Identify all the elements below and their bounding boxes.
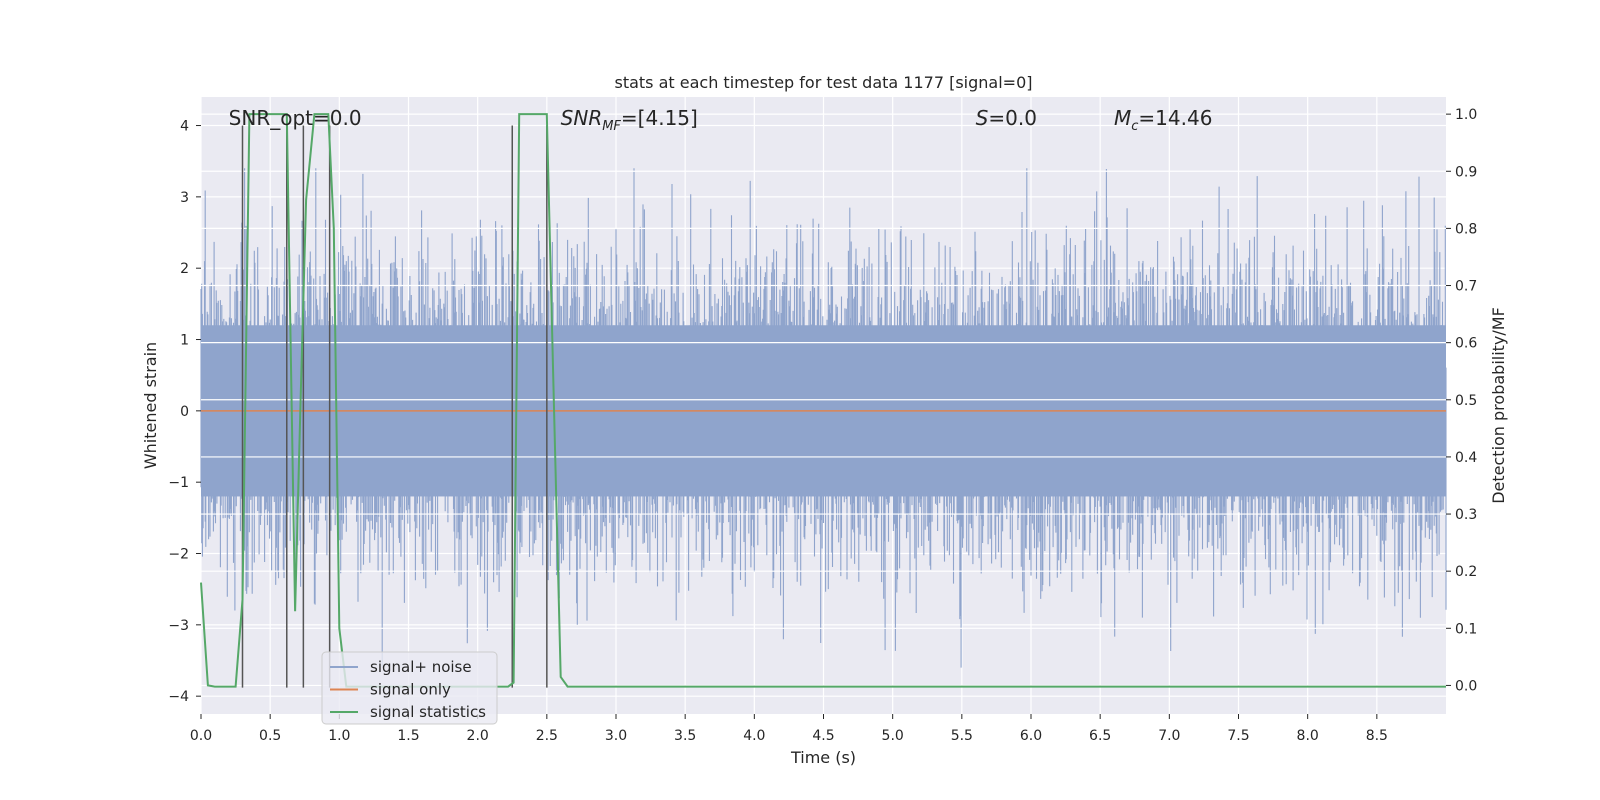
y-right-tick-label: 0.2 — [1455, 564, 1477, 580]
x-tick-label: 5.5 — [951, 728, 973, 744]
y-tick-label: 2 — [180, 261, 189, 277]
y-right-axis-label: Detection probability/MF — [1489, 307, 1508, 504]
y-right-tick-label: 0.8 — [1455, 221, 1477, 237]
annotation: SNRMF=[4.15] — [561, 106, 698, 134]
y-tick-label: 1 — [180, 333, 189, 349]
y-tick-label: 0 — [180, 404, 189, 420]
x-tick-label: 4.0 — [743, 728, 765, 744]
x-tick-label: 7.0 — [1158, 728, 1180, 744]
y-right-tick-label: 0.9 — [1455, 164, 1477, 180]
y-right-tick-label: 0.6 — [1455, 336, 1477, 352]
x-tick-label: 2.5 — [536, 728, 558, 744]
x-tick-labels: 0.0 0.5 1.0 1.5 2.0 2.5 3.0 3.5 4.0 4.5 5.0 5.5 6.0 6… — [190, 714, 1388, 744]
x-tick-label: 8.0 — [1297, 728, 1319, 744]
x-tick-label: 0.5 — [259, 728, 281, 744]
x-tick-label: 1.0 — [328, 728, 350, 744]
legend-label: signal statistics — [370, 703, 486, 721]
legend-label: signal+ noise — [370, 658, 472, 676]
x-tick-label: 7.5 — [1227, 728, 1249, 744]
x-tick-label: 8.5 — [1366, 728, 1388, 744]
y-right-tick-labels: 0.0 0.1 0.2 0.3 0.4 0.5 0.6 0.7 0.8 0.9 1.0 — [1446, 107, 1477, 694]
right-grid — [201, 113, 1446, 687]
annotation: SNR_opt=0.0 — [229, 106, 362, 130]
y-tick-label: −1 — [168, 475, 189, 491]
y-right-tick-label: 0.0 — [1455, 678, 1477, 694]
legend-label: signal only — [370, 681, 451, 699]
x-tick-label: 3.0 — [605, 728, 627, 744]
y-tick-labels: −4 −3 −2 −1 0 1 2 3 4 — [168, 119, 201, 705]
x-tick-label: 5.0 — [882, 728, 904, 744]
chart-title: stats at each timestep for test data 117… — [614, 73, 1032, 92]
signal-statistics-series — [200, 113, 1446, 688]
y-tick-label: 3 — [180, 190, 189, 206]
x-tick-label: 0.0 — [190, 728, 212, 744]
legend-box — [321, 651, 498, 725]
trigger-markers — [241, 125, 548, 688]
x-tick-label: 1.5 — [397, 728, 419, 744]
x-tick-label: 6.0 — [1020, 728, 1042, 744]
x-tick-label: 2.0 — [467, 728, 489, 744]
annotations: SNR_opt=0.0 SNRMF=[4.15] S=0.0 Mc=14.46 — [229, 106, 1213, 134]
x-tick-label: 6.5 — [1089, 728, 1111, 744]
y-tick-label: −2 — [168, 547, 189, 563]
annotation: S=0.0 — [976, 106, 1037, 130]
y-right-tick-label: 1.0 — [1455, 107, 1477, 123]
y-tick-label: 4 — [180, 119, 189, 135]
y-axis-label: Whitened strain — [141, 342, 160, 469]
x-tick-label: 3.5 — [674, 728, 696, 744]
y-right-tick-label: 0.1 — [1455, 621, 1477, 637]
y-right-tick-label: 0.3 — [1455, 507, 1477, 523]
y-right-tick-label: 0.4 — [1455, 450, 1477, 466]
y-tick-label: −3 — [168, 618, 189, 634]
y-right-tick-label: 0.7 — [1455, 279, 1477, 295]
annotation: Mc=14.46 — [1114, 106, 1212, 134]
legend: signal+ noise signal only signal statistic… — [321, 651, 498, 725]
x-tick-label: 4.5 — [812, 728, 834, 744]
y-tick-label: −4 — [168, 689, 189, 705]
x-axis-label: Time (s) — [790, 748, 856, 767]
y-right-tick-label: 0.5 — [1455, 393, 1477, 409]
